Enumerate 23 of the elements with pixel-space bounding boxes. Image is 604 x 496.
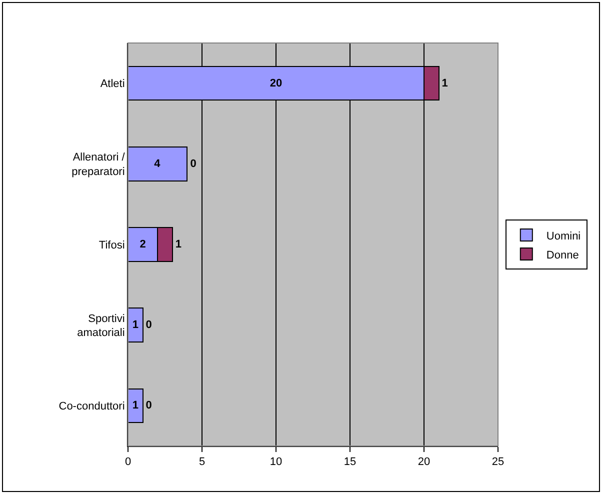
x-tick-label: 0	[124, 456, 132, 468]
x-tick-label: 10	[270, 456, 282, 468]
data-label: 1	[132, 319, 138, 332]
legend-label: Donne	[546, 249, 579, 262]
legend-label: Uomini	[546, 230, 581, 242]
data-label: 20	[270, 77, 282, 90]
data-label: 1	[175, 238, 182, 250]
x-tick-label: 20	[418, 456, 430, 468]
y-tick-label: Sportivi amatoriali	[77, 312, 125, 340]
y-tick-label: Allenatori / preparatori	[72, 152, 126, 178]
x-tick-label: 25	[492, 456, 504, 468]
data-label: 2	[140, 238, 146, 250]
data-label: 0	[190, 158, 196, 170]
data-label: 0	[146, 319, 152, 332]
data-label: 1	[132, 400, 138, 412]
x-tick-label: 5	[198, 456, 206, 468]
y-tick-label: Atleti	[100, 78, 125, 90]
data-label: 0	[146, 400, 152, 412]
y-tick-label: Co-conduttori	[58, 400, 125, 413]
data-label: 4	[154, 158, 162, 170]
y-tick-label: Tifosi	[98, 239, 125, 252]
data-label: 1	[442, 77, 448, 90]
x-tick-label: 15	[344, 456, 356, 468]
